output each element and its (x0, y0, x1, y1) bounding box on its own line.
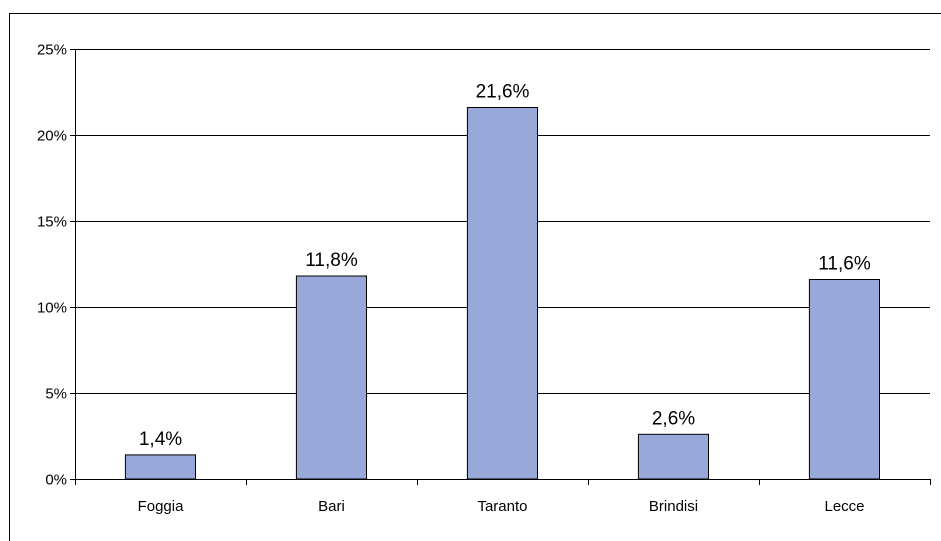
bar-bari (295, 275, 367, 480)
x-tick-label: Brindisi (649, 498, 698, 515)
y-tick-label: 20% (37, 128, 67, 145)
bars (124, 107, 881, 480)
labels: 0% 5% 10% 15% 20% 25% 1,4% Foggia 11,8% Bari 21,6%… (37, 42, 871, 516)
x-tick-label: Taranto (477, 498, 527, 515)
bar-foggia (124, 454, 196, 480)
y-tick-label: 15% (37, 214, 67, 231)
bar-taranto (466, 107, 538, 480)
x-tick-label: Lecce (824, 498, 864, 515)
x-tick-label: Foggia (138, 498, 185, 515)
y-tick-label: 25% (37, 42, 67, 59)
y-tick-label: 0% (45, 472, 67, 489)
data-label: 11,6% (818, 254, 871, 275)
y-tick-label: 5% (45, 386, 67, 403)
y-tick-label: 10% (37, 300, 67, 317)
data-label: 1,4% (139, 429, 182, 450)
data-label: 11,8% (305, 250, 358, 271)
bar-lecce (808, 279, 881, 480)
data-label: 21,6% (476, 82, 530, 103)
x-tick-label: Bari (318, 498, 345, 515)
bar-brindisi (637, 433, 710, 480)
data-label: 2,6% (652, 408, 695, 429)
